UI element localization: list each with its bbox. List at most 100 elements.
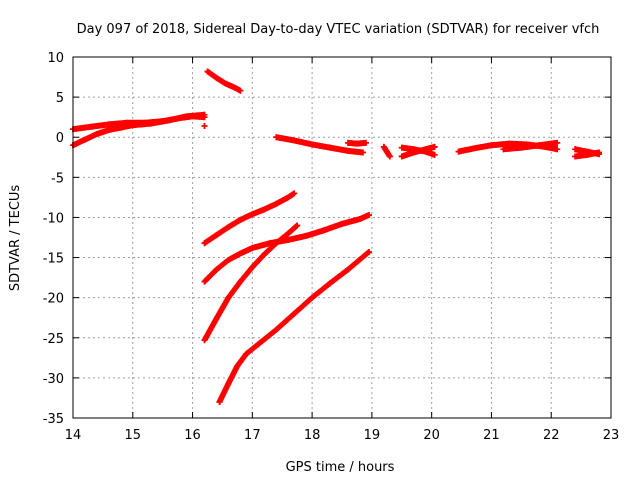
x-axis-label: GPS time / hours — [286, 460, 395, 475]
data-point — [234, 362, 241, 369]
data-point — [285, 194, 292, 201]
data-point — [339, 220, 345, 227]
y-tick-label: -20 — [43, 292, 64, 307]
data-point — [261, 251, 268, 258]
data-point — [213, 315, 220, 322]
y-tick-label: -30 — [43, 372, 64, 387]
series-arc-17 — [216, 248, 372, 405]
data-point — [225, 380, 232, 387]
data-point — [362, 139, 369, 146]
data-point — [183, 113, 190, 120]
data-point — [273, 240, 280, 247]
data-point — [285, 230, 292, 237]
x-tick-label: 22 — [543, 428, 560, 443]
data-series — [70, 68, 603, 405]
x-tick-label: 23 — [603, 428, 620, 443]
data-point — [291, 137, 298, 144]
data-point — [422, 148, 429, 155]
data-point — [87, 123, 94, 130]
data-point — [285, 236, 292, 243]
data-point — [129, 122, 136, 129]
data-point — [327, 280, 334, 287]
y-tick-labels: 10 5 0 -5 -10 -15 -20 -25 -30 -35 — [43, 51, 64, 427]
y-tick-label: -5 — [51, 171, 64, 186]
data-point — [147, 120, 154, 127]
data-point — [294, 222, 301, 229]
data-point — [81, 136, 88, 143]
data-point — [273, 326, 280, 333]
data-point — [365, 248, 372, 255]
data-point — [225, 256, 232, 263]
data-point — [249, 264, 256, 271]
data-point — [237, 87, 244, 94]
data-point — [500, 146, 507, 153]
data-point — [309, 141, 316, 148]
series-arc-4 — [204, 68, 244, 94]
data-point — [327, 144, 334, 151]
series-arc-7 — [380, 143, 393, 160]
data-point — [380, 143, 387, 150]
x-tick-label: 15 — [125, 428, 142, 443]
data-point — [237, 216, 244, 223]
series-arc-15 — [201, 212, 372, 285]
data-point — [105, 121, 112, 128]
data-point — [410, 146, 417, 153]
data-point — [231, 84, 238, 91]
data-point — [536, 142, 543, 149]
chart-title: Day 097 of 2018, Sidereal Day-to-day VTE… — [77, 22, 600, 37]
data-point — [213, 232, 220, 239]
data-point — [267, 240, 274, 247]
axis-ticks — [72, 56, 612, 419]
data-point — [213, 266, 220, 273]
data-point — [572, 153, 579, 160]
data-point — [222, 80, 229, 87]
grid — [73, 57, 611, 418]
data-point — [344, 147, 351, 154]
data-point — [225, 294, 232, 301]
data-point — [309, 294, 316, 301]
data-point — [249, 211, 256, 218]
data-point — [398, 144, 405, 151]
data-point — [249, 244, 256, 251]
data-point — [165, 117, 172, 124]
y-tick-label: -10 — [43, 211, 64, 226]
data-point — [273, 200, 280, 207]
plot-border — [72, 56, 612, 419]
data-point — [201, 240, 208, 247]
series-arc-11 — [500, 139, 561, 153]
data-point — [321, 227, 328, 234]
data-point — [353, 140, 360, 147]
x-tick-label: 21 — [483, 428, 500, 443]
x-tick-label: 18 — [304, 428, 321, 443]
data-point — [344, 266, 351, 273]
data-point — [398, 153, 405, 160]
data-point — [243, 350, 250, 357]
data-point — [261, 206, 268, 213]
series-arc-13 — [572, 149, 603, 160]
series-arc-16 — [201, 222, 301, 344]
data-point — [344, 139, 351, 146]
data-point — [201, 337, 208, 344]
data-point — [584, 151, 591, 158]
y-tick-label: 0 — [56, 131, 64, 146]
series-arc-14 — [201, 190, 298, 247]
y-tick-label: -25 — [43, 332, 64, 347]
data-point — [596, 149, 603, 156]
x-tick-label: 14 — [65, 428, 82, 443]
data-point — [204, 68, 211, 75]
data-point — [201, 111, 208, 118]
data-point — [237, 278, 244, 285]
data-point — [554, 139, 561, 146]
x-tick-labels: 14 15 16 17 18 19 20 21 22 23 — [65, 428, 620, 443]
data-point — [572, 146, 579, 153]
y-tick-label: 10 — [47, 51, 64, 66]
x-tick-label: 19 — [364, 428, 381, 443]
data-point — [506, 140, 513, 147]
data-point — [291, 190, 298, 197]
y-axis-label: SDTVAR / TECUs — [8, 185, 23, 292]
x-tick-label: 16 — [184, 428, 201, 443]
data-point — [488, 142, 495, 149]
data-point — [105, 127, 112, 134]
data-point — [470, 145, 477, 152]
data-point — [213, 74, 220, 81]
